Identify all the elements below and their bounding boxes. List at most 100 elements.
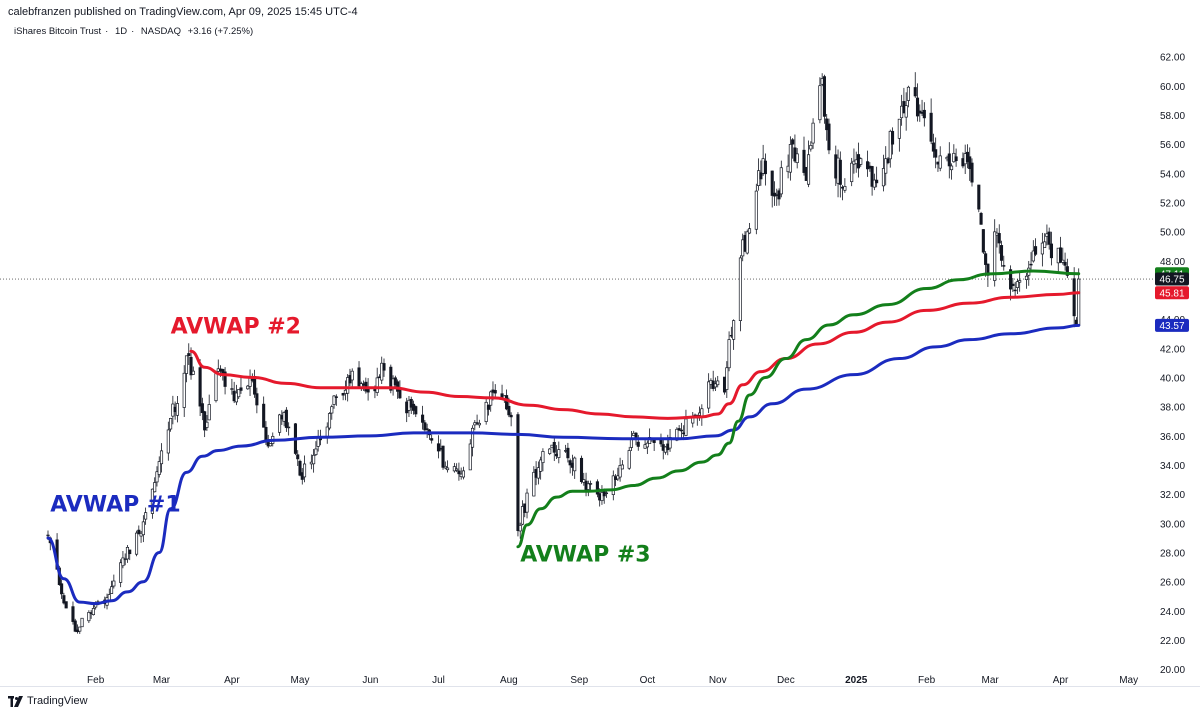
x-tick-label: Nov <box>709 675 727 686</box>
candle-body <box>843 186 847 191</box>
candle-body <box>1077 278 1081 326</box>
candle-body <box>938 155 942 169</box>
candle-body <box>182 372 186 408</box>
candle-body <box>716 380 720 386</box>
candle-body <box>589 483 593 485</box>
x-tick-label: Feb <box>87 675 105 686</box>
candle-body <box>296 454 300 460</box>
candle-body <box>541 451 545 464</box>
candle-body <box>913 87 917 97</box>
avwap-annotation: AVWAP #2 <box>171 315 301 340</box>
candle-body <box>187 353 191 356</box>
candle-body <box>999 245 1004 261</box>
candle-body <box>884 158 888 174</box>
candle-body <box>493 390 497 394</box>
candle-body <box>375 377 379 393</box>
candle-body <box>875 179 879 184</box>
y-tick-label: 62.00 <box>1160 53 1185 64</box>
candle-body <box>1011 283 1015 286</box>
symbol-name: iShares Bitcoin Trust <box>14 26 102 37</box>
candle-body <box>684 418 688 436</box>
candle-body <box>1072 278 1076 317</box>
candle-body <box>144 512 148 520</box>
y-tick-label: 56.00 <box>1160 140 1185 151</box>
candle-body <box>137 529 141 534</box>
candle-body <box>1040 242 1044 255</box>
x-axis: Feb Mar Apr May Jun Jul Aug Sep Oct Nov Dec 2025 Feb… <box>87 675 1138 686</box>
annotations: AVWAP #1 AVWAP #2 AVWAP #3 <box>50 315 650 568</box>
tradingview-brand: TradingView <box>27 695 88 707</box>
candle-body <box>931 142 935 152</box>
x-tick-label: Mar <box>153 675 171 686</box>
candle-body <box>327 413 332 429</box>
candle-body <box>123 558 127 561</box>
candle-body <box>827 123 831 151</box>
candle-body <box>1024 275 1029 280</box>
candle-body <box>191 370 195 375</box>
candle-body <box>334 396 338 398</box>
candle-body <box>477 422 481 426</box>
x-tick-label: Apr <box>1053 675 1069 686</box>
candle-body <box>455 468 459 471</box>
price-label-bg <box>1155 286 1189 300</box>
candles <box>46 72 1081 635</box>
avwap-annotation: AVWAP #1 <box>50 493 180 518</box>
candle-body <box>795 153 799 164</box>
candle-body <box>207 404 211 421</box>
candle-body <box>150 488 154 514</box>
candle-body <box>520 506 525 525</box>
price-label: 43.57 <box>1159 321 1184 332</box>
candle-body <box>759 172 763 180</box>
candle-body <box>1049 243 1054 259</box>
candle-body <box>850 162 854 183</box>
candle-body <box>979 212 983 225</box>
candle-body <box>255 393 259 406</box>
candle-body <box>791 139 795 145</box>
candle-body <box>950 165 954 171</box>
candle-body <box>128 549 132 555</box>
candle-body <box>284 409 288 428</box>
candle-body <box>169 417 173 430</box>
y-tick-label: 42.00 <box>1160 344 1185 355</box>
candle-body <box>200 403 204 414</box>
candle-body <box>421 414 425 423</box>
candle-body <box>393 377 397 385</box>
candle-body <box>473 422 477 426</box>
candle-body <box>977 184 981 210</box>
y-tick-label: 20.00 <box>1160 665 1185 676</box>
x-tick-label: Jul <box>432 675 445 686</box>
candle-body <box>441 445 445 468</box>
candle-body <box>278 414 282 433</box>
candle-body <box>1058 247 1063 263</box>
price-label-bg <box>1155 272 1189 286</box>
candle-body <box>486 405 490 410</box>
tradingview-logo[interactable]: TradingView <box>8 695 88 707</box>
candle-body <box>189 356 193 376</box>
candle-body <box>398 388 402 399</box>
candle-body <box>713 383 718 388</box>
x-tick-label: Sep <box>570 675 588 686</box>
candle-body <box>166 429 170 454</box>
candle-body <box>888 130 892 160</box>
candle-body <box>859 158 863 165</box>
candle-body <box>600 492 604 502</box>
candle-body <box>409 399 413 408</box>
candle-body <box>357 367 361 387</box>
candlestick-chart[interactable]: 20.00 22.00 24.00 26.00 28.00 30.00 32.00 34.00… <box>0 0 1200 686</box>
candle-body <box>802 149 806 173</box>
candle-body <box>595 481 599 495</box>
x-tick-label: May <box>291 675 310 686</box>
candle-body <box>754 190 758 230</box>
avwap-lines <box>46 269 1081 606</box>
candle-body <box>423 422 427 431</box>
candle-body <box>287 426 291 429</box>
candle-body <box>745 231 749 254</box>
price-label: 45.81 <box>1159 288 1184 299</box>
candle-body <box>78 626 82 632</box>
candle-body <box>645 442 649 448</box>
candle-body <box>525 492 529 513</box>
candle-body <box>929 112 933 142</box>
candle-body <box>809 145 813 150</box>
candle-body <box>1043 241 1047 248</box>
candle-body <box>707 381 711 409</box>
